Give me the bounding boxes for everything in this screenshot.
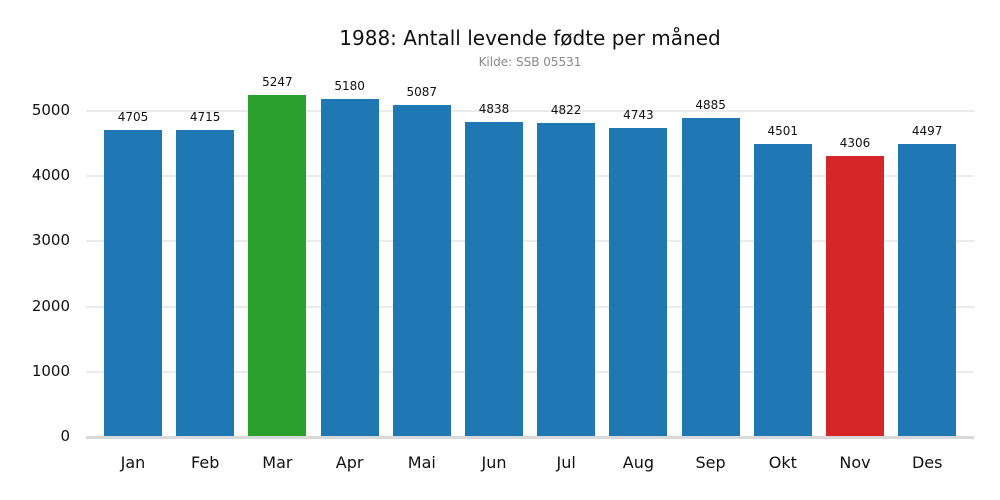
bar-jul [537, 122, 596, 436]
bar-sep [681, 118, 740, 436]
chart-subtitle: Kilde: SSB 05531 [478, 55, 582, 69]
gridline [86, 370, 974, 373]
gridline [86, 305, 974, 308]
x-tick-label: Aug [622, 453, 655, 472]
x-tick-label: Jan [120, 453, 146, 472]
bar-mar [248, 94, 307, 436]
bar-value-label: 4497 [911, 123, 943, 138]
bar-jan [104, 130, 162, 436]
x-tick-label: Des [911, 453, 943, 472]
bar-value-label: 4822 [550, 102, 582, 117]
bar-value-label: 4715 [189, 109, 221, 124]
x-tick-label: Sep [695, 453, 726, 472]
bar-value-label: 4838 [478, 101, 510, 116]
bar-aug [609, 127, 668, 436]
y-tick-label: 0 [60, 427, 70, 445]
bar-value-label: 4743 [623, 107, 654, 122]
x-tick-label: Feb [191, 453, 220, 472]
bar-value-label: 4501 [767, 123, 799, 138]
bar-apr [320, 99, 379, 436]
bar-nov [826, 156, 884, 436]
bar-value-label: 5180 [334, 79, 365, 94]
x-tick-label: Jun [481, 453, 507, 472]
gridline [86, 240, 974, 243]
bar-value-label: 4705 [117, 110, 149, 125]
x-tick-label: Apr [335, 453, 364, 472]
x-axis-line [86, 436, 974, 439]
y-tick-label: 1000 [31, 361, 70, 380]
y-tick-label: 3000 [31, 231, 70, 250]
gridline [86, 175, 974, 178]
bar-value-label: 5087 [406, 85, 438, 100]
y-tick-label: 4000 [31, 166, 70, 185]
x-tick-label: Mai [407, 453, 436, 472]
y-tick-label: 5000 [31, 101, 70, 119]
x-tick-label: Jul [556, 453, 576, 472]
x-tick-label: Nov [839, 453, 871, 472]
gridline [86, 110, 974, 112]
bar-mai [392, 105, 451, 436]
bar-des [898, 143, 957, 436]
bar-value-label: 5247 [262, 74, 293, 89]
bar-feb [176, 129, 235, 436]
y-tick-label: 2000 [31, 296, 70, 315]
chart-title: 1988: Antall levende fødte per måned [339, 26, 721, 50]
bar-value-label: 4885 [695, 98, 726, 113]
bar-okt [753, 143, 812, 436]
bar-value-label: 4306 [839, 136, 871, 151]
plot-area: 4705 Jan 4715 Feb 5247 Mar 5180 Apr 5087 Mai 4838 J… [86, 0, 974, 500]
bar-jun [465, 121, 523, 436]
x-tick-label: Mar [262, 453, 293, 472]
x-tick-label: Okt [768, 453, 797, 472]
